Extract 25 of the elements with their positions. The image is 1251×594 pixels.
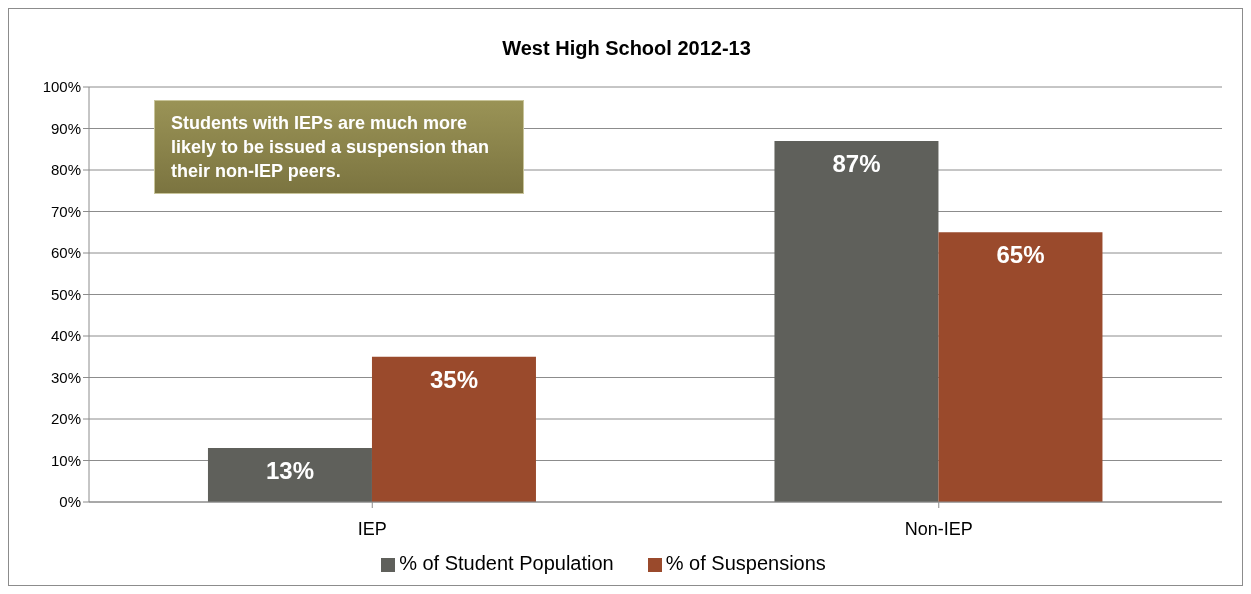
data-label: 35% [429,365,478,393]
bar [207,448,372,502]
data-label: 65% [996,241,1045,269]
x-tick-label: Non-IEP [904,518,973,539]
chart-title: West High School 2012-13 [501,37,752,60]
legend-label: % of Student Population [399,552,614,574]
y-tick-label: 100% [42,78,81,96]
y-tick-label: 40% [50,327,81,345]
y-tick-label: 30% [50,368,81,386]
annotation: Students with IEPs are much more likely to be issued a suspension than their non-IEP peers. [154,100,524,194]
y-tick-label: 90% [50,119,81,137]
y-tick-label: 50% [50,285,81,303]
x-tick-label: IEP [357,518,387,539]
bar [938,232,1103,502]
bar [371,356,536,502]
data-label: 87% [832,149,881,177]
bar [774,140,939,502]
y-tick-label: 0% [59,493,81,511]
y-tick-label: 10% [50,451,81,469]
y-tick-label: 70% [50,202,81,220]
y-tick-label: 20% [50,410,81,428]
data-label: 13% [265,457,314,485]
y-tick-label: 80% [50,161,81,179]
y-tick-label: 60% [50,244,81,262]
legend-label: % of Suspensions [665,552,826,574]
